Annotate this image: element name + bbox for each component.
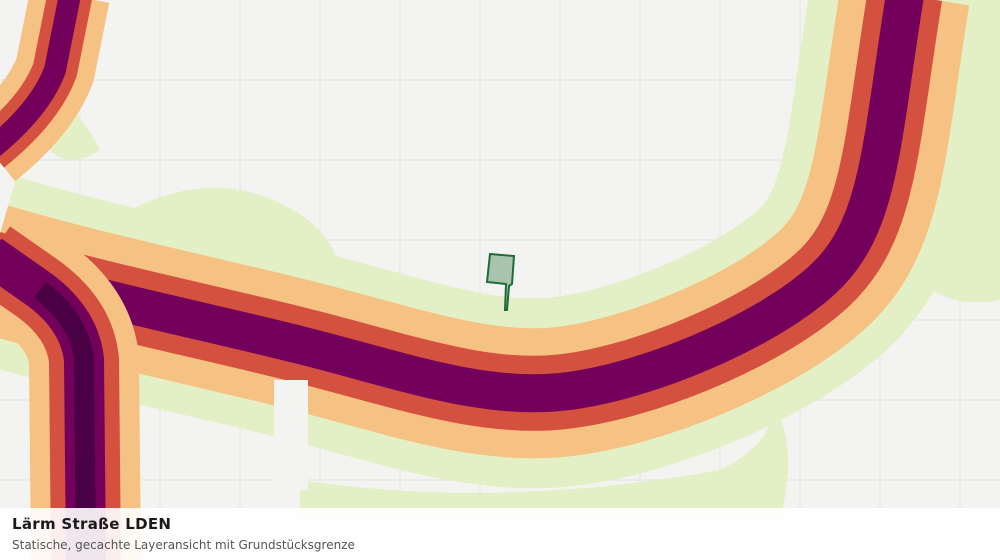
parcel-boundary: [485, 252, 516, 311]
layer-subtitle: Statische, gecachte Layeransicht mit Gru…: [12, 538, 355, 552]
noise-band-purple: [0, 0, 81, 157]
building-gap: [274, 380, 308, 490]
layer-title: Lärm Straße LDEN: [12, 515, 172, 533]
noise-band-darkest: [33, 282, 96, 560]
noise-band-purple: [0, 0, 924, 413]
caption-panel: Lärm Straße LDEN Statische, gecachte Lay…: [0, 508, 1000, 560]
